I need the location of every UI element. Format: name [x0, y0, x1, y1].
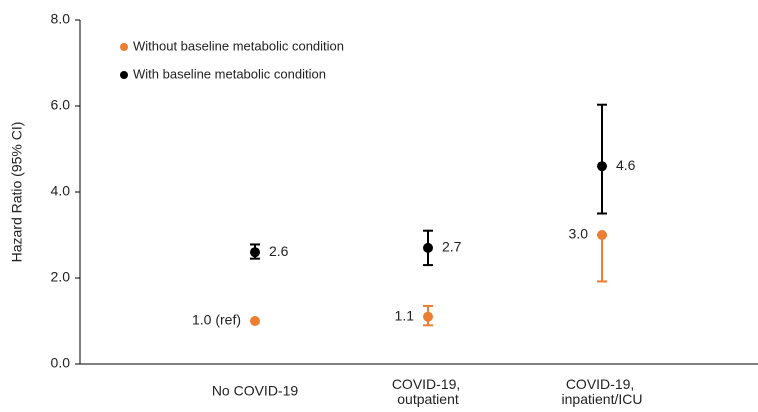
error-bar — [597, 234, 607, 283]
point — [423, 311, 433, 322]
legend-label: With baseline metabolic condition — [133, 66, 326, 81]
x-tick-label: COVID-19, outpatient — [392, 376, 464, 407]
value-label: 1.0 (ref) — [192, 312, 241, 328]
y-tick-label: 6.0 — [51, 97, 71, 113]
point — [597, 161, 607, 172]
legend-marker — [120, 71, 128, 79]
value-label: 4.6 — [616, 157, 636, 173]
legend-marker — [120, 43, 128, 51]
value-label: 2.6 — [269, 243, 289, 259]
y-tick-label: 4.0 — [51, 183, 71, 199]
y-axis-label: Hazard Ratio (95% CI) — [9, 122, 25, 263]
y-tick-label: 2.0 — [51, 269, 71, 285]
legend: Without baseline metabolic condition With… — [120, 38, 344, 81]
x-tick-label-line: outpatient — [397, 391, 459, 407]
y-tick-label: 0.0 — [51, 355, 71, 371]
x-tick-label: No COVID-19 — [212, 383, 299, 399]
x-tick-label-line: COVID-19, — [392, 376, 464, 392]
value-label: 2.7 — [442, 239, 462, 255]
point — [597, 230, 607, 240]
legend-label: Without baseline metabolic condition — [133, 38, 344, 53]
y-tick-label: 8.0 — [51, 11, 71, 27]
value-label: 3.0 — [569, 226, 589, 242]
value-label: 1.1 — [395, 307, 415, 323]
point — [250, 316, 260, 326]
x-tick-label-line: COVID-19, — [566, 376, 638, 392]
x-tick-label: COVID-19, inpatient/ICU — [562, 376, 643, 407]
point — [250, 247, 260, 258]
point — [423, 242, 433, 253]
error-bar — [597, 103, 607, 215]
x-tick-label-line: inpatient/ICU — [562, 391, 643, 407]
